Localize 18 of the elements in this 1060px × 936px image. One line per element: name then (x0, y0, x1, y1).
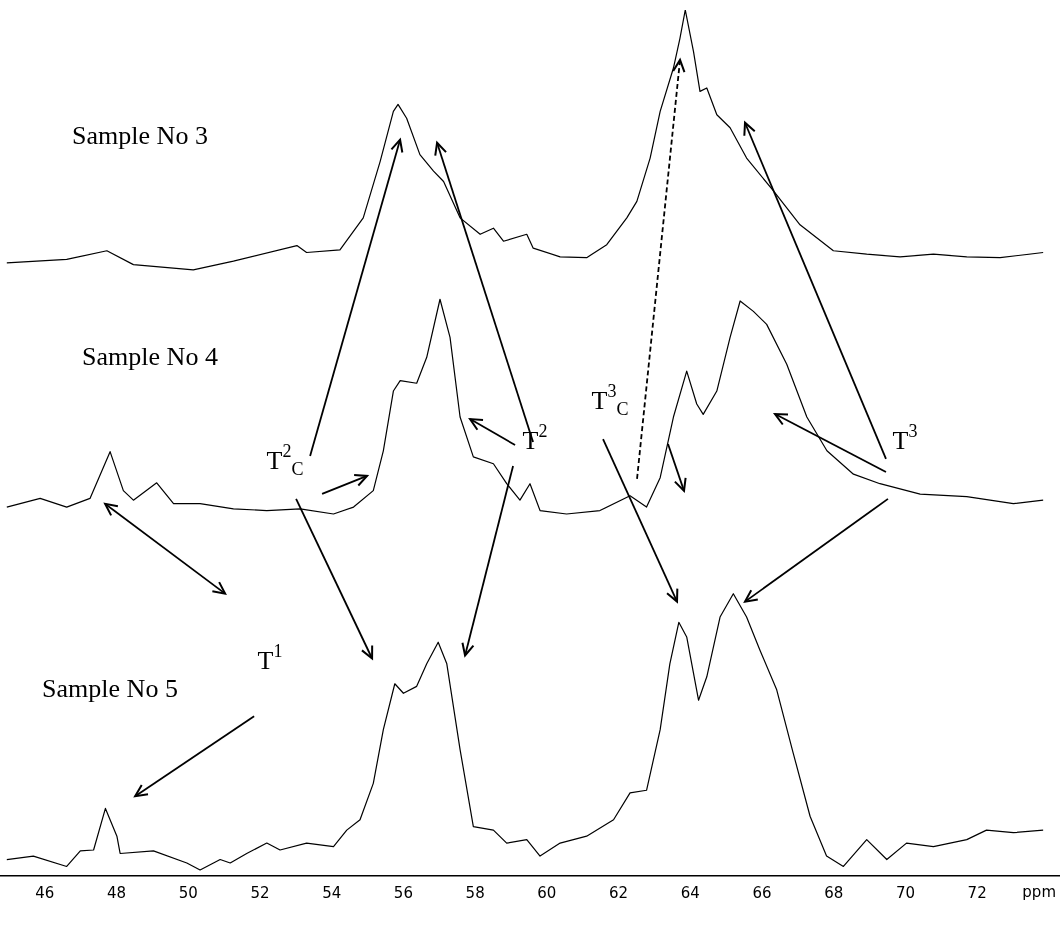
x-tick-label: 58 (465, 883, 485, 902)
annotation: Sample No 4 (82, 341, 218, 371)
x-tick-label: 56 (393, 883, 413, 902)
x-tick-label: 52 (250, 883, 270, 902)
x-tick-label: 62 (609, 883, 629, 902)
x-tick-label: 72 (967, 883, 987, 902)
x-tick-label: 64 (680, 883, 700, 902)
x-tick-label: 54 (322, 883, 342, 902)
annotation: Sample No 3 (72, 120, 208, 150)
x-tick-label: 46 (35, 883, 55, 902)
x-tick-label: 50 (178, 883, 198, 902)
x-tick-label: 70 (895, 883, 915, 902)
x-axis-title: ppm (1022, 883, 1056, 902)
x-tick-label: 66 (752, 883, 772, 902)
x-tick-label: 68 (824, 883, 844, 902)
x-tick-label: 48 (107, 883, 127, 902)
annotation: Sample No 5 (42, 673, 178, 703)
x-tick-label: 60 (537, 883, 557, 902)
